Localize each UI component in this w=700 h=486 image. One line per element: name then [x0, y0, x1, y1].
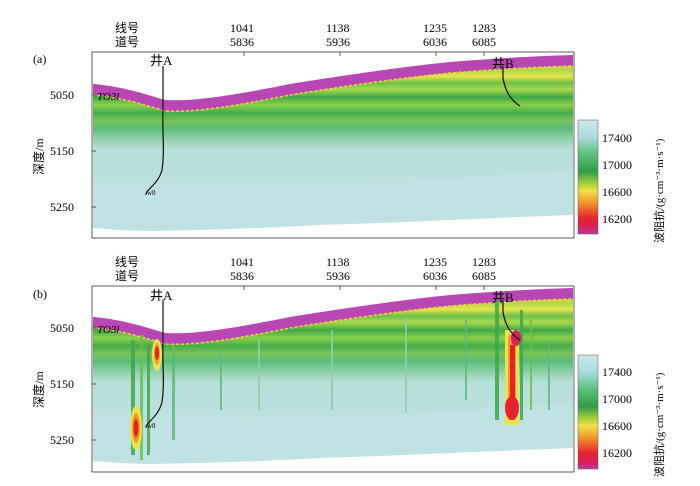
panel-b-cbar-tick-4: 16200	[602, 446, 632, 460]
panel-b-well-b-anomaly	[505, 330, 521, 425]
panel-a-label: (a)	[33, 52, 46, 66]
panel-b-top-ticks	[243, 286, 485, 290]
panel-a-colorbar	[577, 119, 599, 235]
panel-a-layer-bands	[93, 66, 573, 196]
panel-a-well-a-label: 井A	[150, 53, 173, 68]
panel-b-horizon-label: TO3l	[97, 324, 119, 336]
panel-b-marker-1-trace: 5836	[230, 269, 254, 283]
panel-a-marker-1-line: 1041	[230, 21, 254, 35]
panel-a-marker-3-line: 1235	[423, 21, 447, 35]
panel-a-magenta-cap	[93, 55, 573, 112]
panel-b-well-a-path	[145, 300, 164, 429]
panel-b-marker-1-line: 1041	[230, 255, 254, 269]
panel-b-well-b-path	[502, 300, 521, 341]
panel-a-colorbar-title: 波阻抗/(g·cm⁻³·m·s⁻¹)	[652, 138, 666, 243]
panel-a-marker-1-trace: 5836	[230, 35, 254, 49]
panel-b-marker-4-line: 1283	[472, 255, 496, 269]
panel-b-label: (b)	[33, 287, 47, 301]
panel-a-horizon-line	[92, 65, 574, 113]
panel-a-marker-2-trace: 5936	[326, 35, 350, 49]
panel-b-line-label: 线号	[115, 255, 139, 269]
panel-a-marker-4-line: 1283	[472, 21, 496, 35]
panel-b-trace-label: 道号	[115, 269, 139, 283]
panel-b-y-ticks	[92, 327, 96, 441]
panel-a-cbar-tick-2: 17000	[602, 158, 632, 172]
panel-b-marker-4-trace: 6085	[472, 269, 496, 283]
panel-b-colorbar-title: 波阻抗/(g·cm⁻³·m·s⁻¹)	[652, 372, 666, 477]
panel-b-ytick-5250: 5250	[50, 433, 74, 447]
panel-b-well-a-tag: w8	[147, 422, 156, 430]
panel-a-line-label: 线号	[115, 21, 139, 35]
panel-b-ytick-5150: 5150	[50, 377, 74, 391]
panel-a-well-a-path	[145, 66, 164, 196]
panel-a-well-b-path	[502, 66, 521, 107]
panel-b-marker-2-trace: 5936	[326, 269, 350, 283]
panel-b-cbar-tick-3: 16600	[602, 419, 632, 433]
panel-a-well-b-label: 井B	[492, 56, 514, 71]
panel-b-cbar-tick-1: 17400	[602, 365, 632, 379]
panel-b-magenta-cap	[93, 288, 573, 345]
panel-b-well-a-anomaly	[130, 339, 162, 450]
panel-b-cbar-tick-2: 17000	[602, 392, 632, 406]
panel-a-y-axis-title: 深度/m	[31, 138, 46, 175]
panel-a-well-a-tag: w8	[147, 189, 156, 197]
panel-a-cbar-tick-1: 17400	[602, 131, 632, 145]
panel-a-y-ticks	[92, 94, 96, 208]
panel-a-cbar-tick-4: 16200	[602, 212, 632, 226]
panel-b-well-b-label: 井B	[492, 290, 514, 305]
panel-b: (b) 线号 道号 1041 5836 1138 5936 1235 6036 …	[31, 255, 666, 477]
panel-a-marker-3-trace: 6036	[423, 35, 447, 49]
panel-b-marker-3-trace: 6036	[423, 269, 447, 283]
panel-b-anomaly-streaks	[131, 300, 550, 460]
panel-a-cbar-tick-3: 16600	[602, 185, 632, 199]
panel-a: (a) 线号 道号 1041 5836 1138 5936 1235 6036 …	[31, 21, 666, 243]
panel-a-horizon-label: TO3l	[97, 91, 119, 103]
panel-b-marker-2-line: 1138	[326, 255, 350, 269]
panel-a-trace-label: 道号	[115, 35, 139, 49]
panel-b-marker-3-line: 1235	[423, 255, 447, 269]
panel-b-ytick-5050: 5050	[50, 321, 74, 335]
panel-a-marker-2-line: 1138	[326, 21, 350, 35]
panel-a-ytick-5250: 5250	[50, 200, 74, 214]
panel-a-ytick-5050: 5050	[50, 88, 74, 102]
panel-b-colorbar	[577, 354, 599, 470]
panel-a-ytick-5150: 5150	[50, 144, 74, 158]
panel-b-y-axis-title: 深度/m	[31, 371, 46, 408]
panel-a-top-ticks	[243, 52, 485, 56]
panel-b-well-a-label: 井A	[150, 288, 173, 303]
panel-a-marker-4-trace: 6085	[472, 35, 496, 49]
